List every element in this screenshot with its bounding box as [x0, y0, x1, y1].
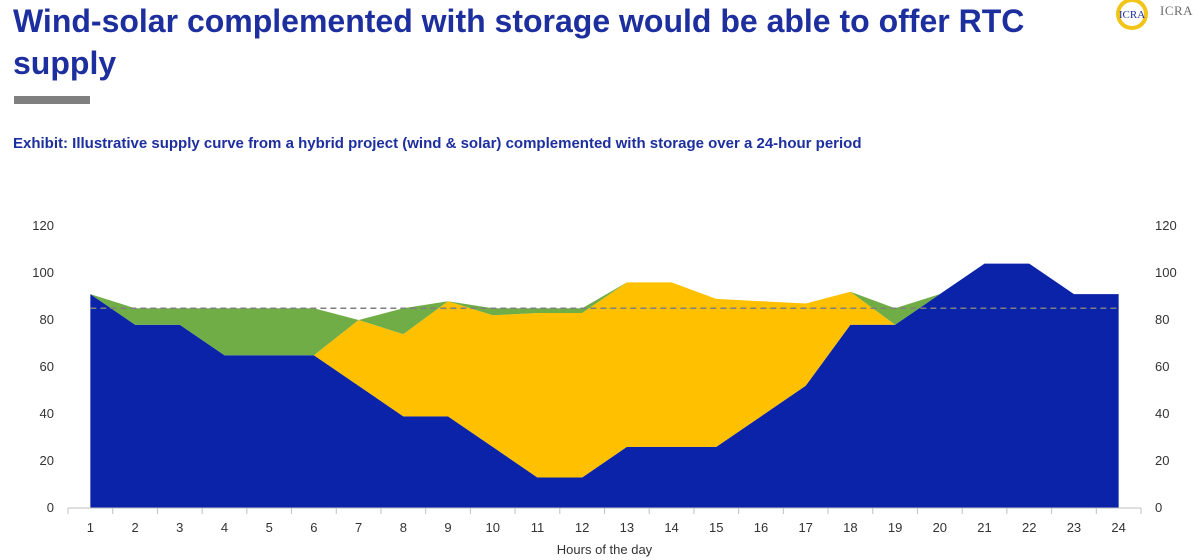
y-tick-label-right: 0 [1155, 500, 1162, 515]
x-tick-label: 17 [798, 520, 812, 535]
x-tick-label: 22 [1022, 520, 1036, 535]
x-tick-label: 18 [843, 520, 857, 535]
x-tick-label: 16 [754, 520, 768, 535]
y-tick-label-right: 80 [1155, 312, 1169, 327]
x-tick-label: 15 [709, 520, 723, 535]
x-tick-label: 8 [400, 520, 407, 535]
y-tick-label-left: 0 [47, 500, 54, 515]
icra-logo: ICRA [1108, 0, 1198, 36]
y-tick-label-left: 60 [40, 359, 54, 374]
x-tick-label: 12 [575, 520, 589, 535]
y-axis-left-ticks: 0 20 40 60 80 100 120 [32, 218, 54, 515]
y-tick-label-right: 100 [1155, 265, 1177, 280]
x-tick-label: 19 [888, 520, 902, 535]
x-tick-label: 13 [620, 520, 634, 535]
x-tick-label: 7 [355, 520, 362, 535]
x-tick-label: 6 [310, 520, 317, 535]
title-underline-bar [14, 96, 90, 104]
y-tick-label-left: 40 [40, 406, 54, 421]
x-axis-ticks: 1 2 3 4 5 6 7 8 9 10 11 12 13 14 15 16 17 18 19 20 21 22 23 24 [87, 520, 1126, 535]
y-tick-label-left: 20 [40, 453, 54, 468]
y-tick-label-right: 20 [1155, 453, 1169, 468]
area-series-3 [90, 263, 1119, 356]
chart-areas [90, 263, 1119, 508]
x-tick-label: 24 [1111, 520, 1125, 535]
x-tick-label: 9 [444, 520, 451, 535]
x-tick-label: 20 [933, 520, 947, 535]
x-tick-label: 11 [531, 520, 545, 535]
y-tick-label-right: 60 [1155, 359, 1169, 374]
svg-text:ICRA: ICRA [1119, 9, 1145, 21]
x-tick-label: 4 [221, 520, 228, 535]
x-tick-label: 3 [176, 520, 183, 535]
page-title: Wind-solar complemented with storage wou… [13, 3, 1025, 81]
y-tick-label-left: 80 [40, 312, 54, 327]
y-tick-label-left: 120 [32, 218, 54, 233]
y-tick-label-right: 40 [1155, 406, 1169, 421]
y-axis-right-ticks: 0 20 40 60 80 100 120 [1155, 218, 1177, 515]
x-tick-label: 21 [977, 520, 991, 535]
chart-title: Exhibit: Illustrative supply curve from … [13, 135, 862, 152]
area-series-2 [90, 263, 1119, 478]
x-tick-label: 5 [266, 520, 273, 535]
y-tick-label-left: 100 [32, 265, 54, 280]
x-tick-label: 1 [87, 520, 94, 535]
x-tick-label: 23 [1067, 520, 1081, 535]
x-tick-label: 2 [131, 520, 138, 535]
x-axis-title: Hours of the day [557, 542, 653, 557]
x-tick-label: 14 [664, 520, 678, 535]
icra-seal-icon: ICRA [1116, 0, 1148, 30]
y-tick-label-right: 120 [1155, 218, 1177, 233]
chart-axes [67, 507, 1142, 514]
x-tick-label: 10 [485, 520, 499, 535]
logo-text: ICRA [1160, 3, 1194, 18]
